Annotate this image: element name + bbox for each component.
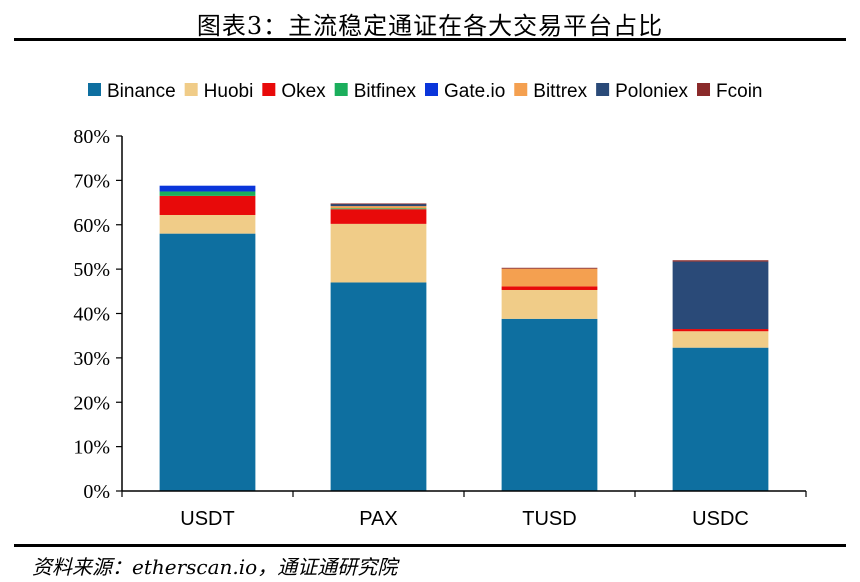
legend-swatch [262,83,276,96]
bar-segment [330,203,427,205]
bar-segment [330,208,427,210]
bar-stacks [159,185,769,491]
bar-segment [159,191,256,196]
legend-label: Gate.io [444,81,505,102]
y-tick-label: 40% [73,304,110,326]
top-rule [14,38,846,41]
legend-swatch [514,83,528,96]
legend-swatch [425,83,438,96]
bar-segment [159,195,256,215]
bar-segment [330,203,427,207]
x-category-label: PAX [359,508,398,530]
bar-segment [330,206,427,209]
y-tick-label: 10% [73,437,110,459]
legend-label: Okex [281,81,326,102]
bar-segment [330,282,427,491]
bar-segment [501,289,598,319]
y-tick-label: 80% [73,126,110,148]
bottom-rule [14,544,846,547]
legend-label: Bittrex [533,81,587,102]
legend-label: Fcoin [716,81,762,102]
y-tick-label: 70% [73,170,110,192]
x-category-label: TUSD [522,508,576,530]
bar-segment [672,261,769,330]
bar-segment [672,347,769,491]
bar-segment [501,268,598,287]
legend-swatch [184,83,198,96]
legend-swatch [334,83,348,96]
y-axis: 0% 10% 20% 30% 40% 50% 60% 70% 80% [73,126,123,503]
x-category-label: USDC [692,508,749,530]
chart-legend: Binance Huobi Okex Bitfinex Gate.io Bittrex Po… [88,81,762,102]
legend-label: Bitfinex [354,81,417,102]
legend-label: Binance [107,81,176,102]
bar-segment [159,185,256,192]
legend-swatch [596,83,610,96]
bar-segment [672,331,769,348]
legend-swatch [697,83,711,96]
bar-segment [501,286,598,290]
y-tick-label: 0% [83,481,110,503]
y-tick-label: 50% [73,259,110,281]
bar-segment [501,267,598,269]
y-tick-label: 60% [73,215,110,237]
bar-segment [672,260,769,262]
y-tick-label: 20% [73,392,110,414]
bar-segment [159,233,256,491]
legend-swatch [88,83,101,96]
bar-segment [672,329,769,332]
legend-label: Huobi [204,81,254,102]
bar-segment [330,223,427,283]
source-note: 资料来源：etherscan.io，通证通研究院 [32,555,398,579]
x-axis: USDT PAX TUSD USDC [121,490,807,530]
x-category-label: USDT [180,508,234,530]
bar-segment [330,209,427,224]
y-tick-label: 30% [73,348,110,370]
figure-title: 图表3：主流稳定通证在各大交易平台占比 [196,12,664,40]
bar-segment [501,318,598,491]
legend-label: Poloniex [615,81,688,102]
bar-segment [159,214,256,234]
